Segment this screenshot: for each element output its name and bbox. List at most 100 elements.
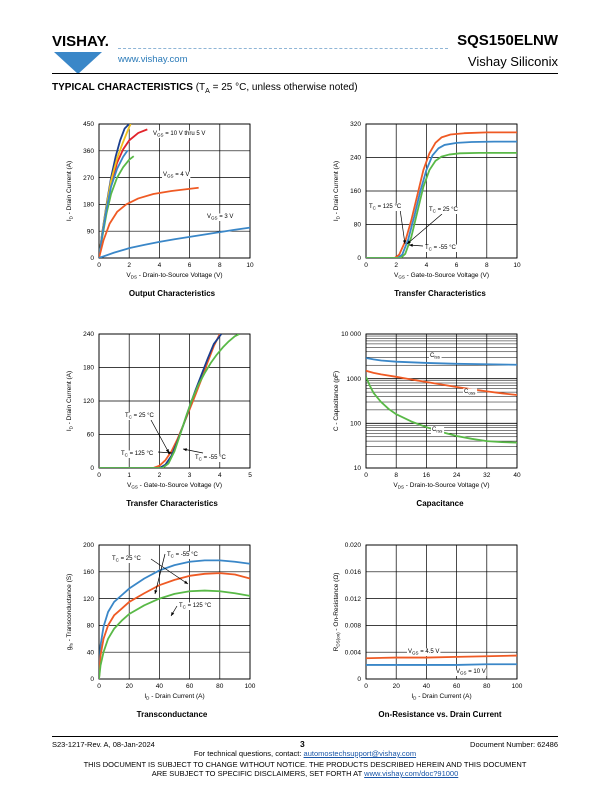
- annotation-label: TC = -55 °C: [194, 454, 228, 462]
- series-line: [99, 559, 250, 679]
- annotation-label: TC = 125 °C: [368, 203, 403, 211]
- y-tick-label: 0.020: [345, 542, 362, 549]
- series-line: [366, 376, 517, 444]
- x-tick-label: 80: [483, 683, 491, 690]
- x-tick-label: 40: [513, 472, 521, 479]
- annotation-label: TC = -55 °C: [166, 551, 200, 559]
- vishay-logo[interactable]: VISHAY.: [52, 26, 114, 76]
- annotation-arrowhead: [168, 451, 172, 455]
- caption-capacitance: Capacitance: [416, 499, 464, 508]
- y-axis-label: ID - Drain Current (A): [66, 371, 74, 431]
- series-line: [366, 131, 517, 258]
- plot-frame: [365, 123, 518, 259]
- x-tick-label: 8: [394, 472, 398, 479]
- y-axis-label: ID - Drain Current (A): [333, 161, 341, 221]
- x-tick-label: 60: [186, 683, 194, 690]
- svg-text:VGS = 10 V: VGS = 10 V: [456, 669, 486, 676]
- x-tick-label: 8: [218, 262, 222, 269]
- chart-svg: 0 20 40 60 80 100 0 40 80 120 160 200 ID - Drain Cur…: [66, 542, 256, 700]
- x-tick-label: 0: [364, 683, 368, 690]
- disclaimer-line-2: ARE SUBJECT TO SPECIFIC DISCLAIMERS, SET…: [151, 769, 459, 778]
- caption-output-characteristics: Output Characteristics: [128, 289, 216, 298]
- svg-text:TC = -55 °C: TC = -55 °C: [195, 455, 226, 462]
- annotation-label: VGS = 10 V: [455, 668, 487, 676]
- part-number: SQS150ELNW: [457, 32, 558, 49]
- x-tick-label: 10: [246, 262, 254, 269]
- x-tick-label: 16: [423, 472, 431, 479]
- y-tick-label: 270: [83, 175, 94, 182]
- annotation-arrow: [150, 419, 170, 454]
- section-title-text: TYPICAL CHARACTERISTICS: [52, 82, 193, 93]
- y-tick-label: 240: [83, 331, 94, 338]
- y-tick-label: 80: [87, 623, 95, 630]
- y-tick-label: 10: [354, 465, 362, 472]
- svg-text:VGS = 3 V: VGS = 3 V: [207, 214, 233, 221]
- series-line: [99, 334, 240, 468]
- plot-frame: [365, 544, 518, 680]
- x-tick-label: 3: [188, 472, 192, 479]
- page-number: 3: [300, 739, 305, 749]
- x-axis-label: VDS - Drain-to-Source Voltage (V): [393, 482, 489, 490]
- y-tick-label: 0: [90, 465, 94, 472]
- y-tick-label: 320: [350, 121, 361, 128]
- disclaimer-link[interactable]: www.vishay.com/doc?91000: [364, 769, 459, 778]
- series-line: [99, 186, 199, 258]
- x-tick-label: 100: [512, 683, 523, 690]
- y-tick-label: 450: [83, 121, 94, 128]
- annotation-arrowhead: [165, 449, 169, 453]
- x-tick-label: 0: [364, 472, 368, 479]
- chart-svg: 0 2 4 6 8 10 0 80 160 240 320 VGS - Gate-to-Source …: [333, 121, 521, 279]
- annotation-arrow: [150, 558, 189, 585]
- plot-frame: [365, 333, 518, 469]
- document-revision: S23-1217-Rev. A, 08-Jan-2024: [52, 740, 155, 749]
- svg-text:Ciss: Ciss: [430, 353, 441, 360]
- annotation-label: TC = 125 °C: [178, 602, 213, 610]
- company-name: Vishay Siliconix: [467, 54, 558, 69]
- contact-email-link[interactable]: automostechsupport@vishay.com: [303, 749, 417, 758]
- annotation-label: TC = 25 °C: [111, 555, 143, 563]
- caption-transconductance: Transconductance: [136, 710, 208, 719]
- logo-text: VISHAY.: [52, 33, 109, 50]
- x-tick-label: 6: [188, 262, 192, 269]
- x-tick-label: 80: [216, 683, 224, 690]
- x-tick-label: 8: [485, 262, 489, 269]
- series-line: [99, 572, 250, 679]
- x-tick-label: 5: [248, 472, 252, 479]
- chart-svg: 0 20 40 60 80 100 0 0.004 0.008 0.012 0.016 0.020 ID…: [333, 542, 523, 700]
- annotation-label: VGS = 4.5 V: [407, 648, 441, 656]
- svg-text:TC = 125 °C: TC = 125 °C: [369, 204, 402, 211]
- annotation-label: VGS = 4 V: [162, 171, 191, 179]
- annotation-arrowhead: [407, 240, 411, 244]
- y-tick-label: 360: [83, 148, 94, 155]
- y-tick-label: 180: [83, 202, 94, 209]
- x-tick-label: 32: [483, 472, 491, 479]
- website-link[interactable]: www.vishay.com: [118, 54, 188, 65]
- y-tick-label: 0.016: [345, 569, 362, 576]
- y-axis-label: ID - Drain Current (A): [66, 161, 74, 221]
- x-tick-label: 4: [218, 472, 222, 479]
- x-tick-label: 40: [423, 683, 431, 690]
- x-tick-label: 24: [453, 472, 461, 479]
- x-axis-label: ID - Drain Current (A): [144, 693, 204, 701]
- logo-triangle-icon: [54, 52, 102, 74]
- x-tick-label: 0: [97, 683, 101, 690]
- y-tick-label: 120: [83, 398, 94, 405]
- chart-on-resistance: 0 20 40 60 80 100 0 0.004 0.008 0.012 0.016 0.020 ID…: [322, 536, 537, 700]
- chart-grid: [365, 544, 518, 680]
- chart-svg: 0 8 16 24 32 40 10 100 1000 10 000 VDS - Drain-to-…: [333, 331, 521, 489]
- x-tick-label: 4: [425, 262, 429, 269]
- svg-text:VGS = 4.5 V: VGS = 4.5 V: [408, 649, 439, 656]
- annotation-arrowhead: [183, 448, 187, 452]
- series-line: [99, 226, 250, 258]
- svg-text:TC = 25 °C: TC = 25 °C: [125, 413, 155, 420]
- annotation-label: TC = 25 °C: [428, 206, 460, 214]
- svg-text:Coss: Coss: [464, 389, 476, 396]
- x-tick-label: 100: [245, 683, 256, 690]
- contact-line: For technical questions, contact: automo…: [193, 749, 417, 758]
- y-tick-label: 160: [350, 188, 361, 195]
- annotation-label: Coss: [463, 388, 478, 396]
- x-tick-label: 4: [158, 262, 162, 269]
- plot-frame: [98, 123, 251, 259]
- y-tick-label: 0.012: [345, 596, 362, 603]
- x-axis-label: ID - Drain Current (A): [411, 693, 471, 701]
